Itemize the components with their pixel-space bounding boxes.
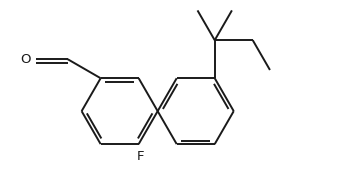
Text: O: O	[20, 53, 31, 66]
Text: F: F	[137, 150, 144, 163]
